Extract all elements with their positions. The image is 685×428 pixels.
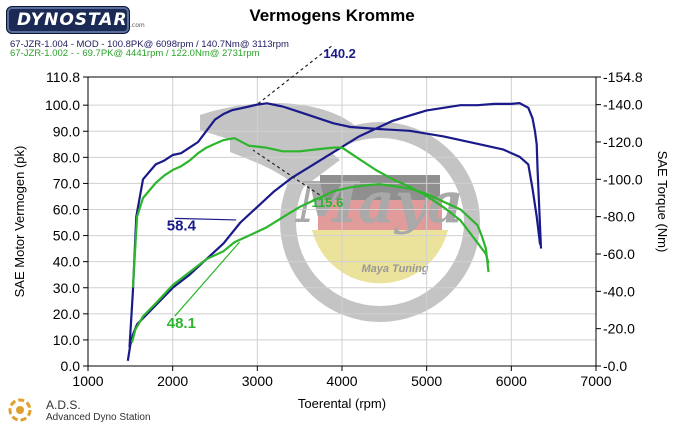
y-right-tick-label: -120.0 (603, 134, 643, 150)
watermark-subtitle: Maya Tuning (361, 263, 428, 275)
annotation-leader (256, 45, 332, 105)
run-info-2: 67-JZR-1.002 - - 69.7PK@ 4441rpm / 122.0… (10, 48, 260, 59)
y-left-tick-label: 60.0 (53, 202, 80, 218)
ads-logo-icon (8, 398, 32, 422)
y-right-tick-label: -154.8 (603, 69, 643, 85)
logo-suffix: .com (130, 22, 145, 29)
y-left-tick-label: 20.0 (53, 306, 80, 322)
series-line-run2-left (130, 183, 490, 343)
y-right-tick-label: -40.0 (603, 283, 635, 299)
footer-subtitle: Advanced Dyno Station (46, 412, 151, 423)
chart-title: Vermogens Kromme (249, 6, 415, 25)
y-left-axis-title: SAE Motor Vermogen (pk) (12, 146, 27, 298)
watermark-flag (312, 230, 448, 284)
y-right-tick-label: -140.0 (603, 97, 643, 113)
y-left-tick-label: 30.0 (53, 280, 80, 296)
annotation-label: 48.1 (167, 315, 196, 332)
x-tick-label: 6000 (496, 373, 527, 389)
annotation-label: 140.2 (323, 46, 356, 61)
y-right-tick-label: -100.0 (603, 171, 643, 187)
series-line-run2-right (131, 137, 490, 288)
annotation-leader (252, 149, 320, 196)
series-line-run1-left (126, 102, 543, 361)
y-left-tick-label: 90.0 (53, 123, 80, 139)
annotation-label: 115.6 (312, 195, 344, 210)
y-left-tick-label: 70.0 (53, 175, 80, 191)
y-left-tick-label: 110.8 (46, 69, 80, 85)
annotation-label: 58.4 (167, 217, 197, 234)
plot-frame (87, 76, 597, 367)
y-right-tick-label: -60.0 (603, 246, 635, 262)
x-tick-label: 3000 (242, 373, 273, 389)
annotation-leader (174, 241, 241, 317)
series-line-run1-right (128, 102, 542, 348)
y-left-tick-label: 100.0 (45, 97, 80, 113)
footer-title: A.D.S. (46, 398, 81, 412)
x-tick-label: 2000 (157, 373, 188, 389)
x-axis-title: Toerental (rpm) (298, 396, 386, 411)
y-left-tick-label: 0.0 (61, 358, 81, 374)
y-right-tick-label: -0.0 (603, 358, 627, 374)
logo-text: DYNOSTAR (17, 10, 128, 30)
y-right-axis-title: SAE Torque (Nm) (655, 151, 670, 253)
annotation-leader (174, 217, 237, 221)
x-tick-label: 7000 (580, 373, 611, 389)
y-left-tick-label: 40.0 (53, 254, 80, 270)
x-tick-label: 4000 (326, 373, 357, 389)
y-left-tick-label: 50.0 (53, 228, 80, 244)
y-left-tick-label: 80.0 (53, 149, 80, 165)
x-tick-label: 1000 (72, 373, 103, 389)
y-left-tick-label: 10.0 (53, 332, 80, 348)
y-right-tick-label: -80.0 (603, 209, 635, 225)
dynostar-logo: DYNOSTAR (6, 6, 130, 34)
run-info-1: 67-JZR-1.004 - MOD - 100.8PK@ 6098rpm / … (10, 39, 289, 50)
x-tick-label: 5000 (411, 373, 442, 389)
y-right-tick-label: -20.0 (603, 321, 635, 337)
